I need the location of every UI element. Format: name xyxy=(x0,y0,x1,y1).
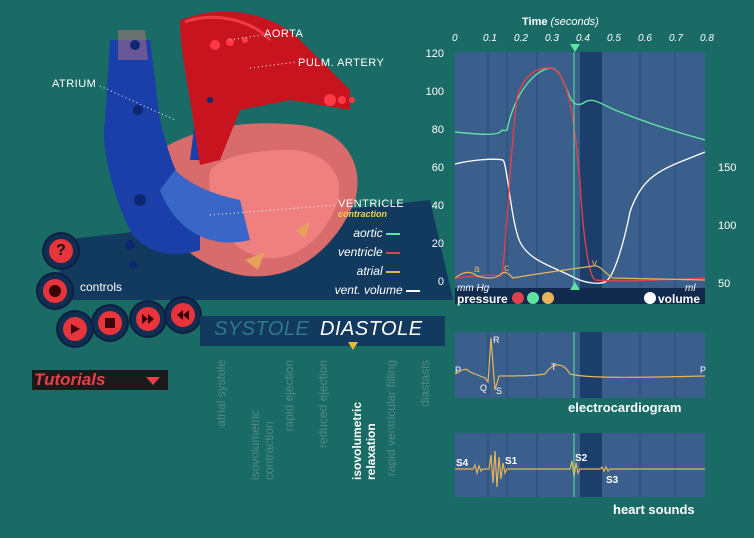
ecg-q: Q xyxy=(480,383,488,393)
sounds-title: heart sounds xyxy=(613,502,695,517)
label-contraction: contraction xyxy=(338,209,388,219)
volume-curve xyxy=(455,151,705,284)
valve-arrow xyxy=(245,252,265,270)
label-pulm-artery: PULM. ARTERY xyxy=(298,57,385,69)
legend-aortic: aortic xyxy=(290,226,400,240)
time-tick: 0 xyxy=(452,33,458,44)
legend-atrial: atrial xyxy=(290,264,400,278)
phase-bar xyxy=(200,316,445,346)
fast-forward-icon xyxy=(142,314,154,324)
pressure-tick: 40 xyxy=(431,200,444,212)
time-axis-title: Time (seconds) xyxy=(522,16,599,28)
pressure-tick: 60 xyxy=(431,162,444,174)
wave-v: v xyxy=(592,258,597,269)
wave-a: a xyxy=(474,264,480,275)
pressure-label: pressure xyxy=(457,292,508,306)
pressure-tick: 100 xyxy=(425,86,444,98)
ecg-s: S xyxy=(496,386,503,396)
record-icon xyxy=(49,285,61,297)
step-back-button[interactable] xyxy=(166,298,200,332)
pressure-tick: 20 xyxy=(431,238,444,250)
help-button[interactable]: ? xyxy=(44,234,78,268)
play-icon xyxy=(71,324,80,334)
phase-label[interactable]: isovolumetric relaxation xyxy=(350,401,378,480)
ecg-trace xyxy=(455,337,705,391)
aorta-shape xyxy=(180,11,350,166)
stop-icon xyxy=(105,318,115,328)
label-ventricle: VENTRICLE xyxy=(338,198,405,210)
label-aorta: AORTA xyxy=(264,28,304,40)
time-title: Time xyxy=(522,16,548,28)
pressure-tick: 120 xyxy=(425,48,444,60)
tutorials-label: Tutorials xyxy=(34,370,106,389)
phase-label[interactable]: reduced ejection xyxy=(316,360,330,449)
time-tick: 0.7 xyxy=(669,33,683,44)
right-ventricle-blue xyxy=(160,170,250,243)
ecg-p2: P xyxy=(700,365,707,375)
rewind-icon xyxy=(177,310,189,320)
legend-ventricle: ventricle xyxy=(290,245,400,259)
systole-label[interactable]: SYSTOLE xyxy=(214,318,310,340)
pressure-volume-chart[interactable] xyxy=(455,52,705,304)
pressure-tick: 80 xyxy=(431,124,444,136)
time-tick: 0.3 xyxy=(545,33,559,44)
time-tick: 0.6 xyxy=(638,33,652,44)
legend-volume: vent. volume xyxy=(290,283,420,297)
record-button[interactable] xyxy=(38,274,72,308)
phase-label[interactable]: rapid ejection xyxy=(282,360,296,432)
play-button[interactable] xyxy=(58,312,92,346)
volume-unit: ml xyxy=(685,283,696,294)
time-cursor-top-icon[interactable] xyxy=(570,44,580,52)
phase-label[interactable]: rapid ventricular filling xyxy=(384,360,398,477)
ecg-r: R xyxy=(493,335,500,345)
diastole-label[interactable]: DIASTOLE xyxy=(320,318,423,340)
ecg-t: T xyxy=(551,362,557,372)
atrial-curve xyxy=(455,265,705,281)
sound-trace xyxy=(455,450,705,488)
chevron-down-icon xyxy=(146,377,160,385)
help-icon: ? xyxy=(56,242,66,259)
volume-tick: 150 xyxy=(718,162,737,174)
phase-label[interactable]: diastasis xyxy=(418,360,432,407)
step-forward-button[interactable] xyxy=(131,302,165,336)
volume-toggle[interactable] xyxy=(644,292,656,304)
phase-label[interactable]: isovolumetric contraction xyxy=(248,409,276,480)
time-tick: 0.2 xyxy=(514,33,528,44)
time-tick: 0.5 xyxy=(607,33,621,44)
controls-label: controls xyxy=(80,280,123,294)
volume-tick: 50 xyxy=(718,278,731,290)
pressure-unit: mm Hg xyxy=(457,283,490,294)
ecg-title: electrocardiogram xyxy=(568,400,682,415)
tutorials-dropdown[interactable]: Tutorials xyxy=(32,370,168,390)
time-tick: 0.4 xyxy=(576,33,590,44)
heart-illustration xyxy=(60,11,454,300)
ventricle-curve xyxy=(455,67,705,282)
time-tick: 0.1 xyxy=(483,33,497,44)
ventricle-toggle[interactable] xyxy=(512,292,524,304)
sound-s2: S2 xyxy=(575,453,588,464)
time-cursor-bottom-icon[interactable] xyxy=(570,282,580,290)
heart-sounds-chart[interactable] xyxy=(455,433,705,497)
sound-s4: S4 xyxy=(456,458,469,469)
sound-s3: S3 xyxy=(606,475,619,486)
time-unit: (seconds) xyxy=(550,16,599,28)
wave-c: c xyxy=(504,263,509,274)
valve-arrow xyxy=(295,222,310,238)
volume-tick: 100 xyxy=(718,220,737,232)
time-tick: 0.8 xyxy=(700,33,714,44)
label-atrium: ATRIUM xyxy=(52,78,97,90)
atrial-toggle[interactable] xyxy=(542,292,554,304)
pressure-tick: 0 xyxy=(437,276,444,288)
volume-label: volume xyxy=(658,292,701,306)
phase-label[interactable]: atrial systole xyxy=(214,360,228,427)
phase-marker-icon xyxy=(348,342,358,350)
aortic-toggle[interactable] xyxy=(527,292,539,304)
sound-s1: S1 xyxy=(505,456,518,467)
stop-button[interactable] xyxy=(93,306,127,340)
ecg-p: P xyxy=(455,365,462,375)
ecg-chart[interactable] xyxy=(455,332,705,398)
